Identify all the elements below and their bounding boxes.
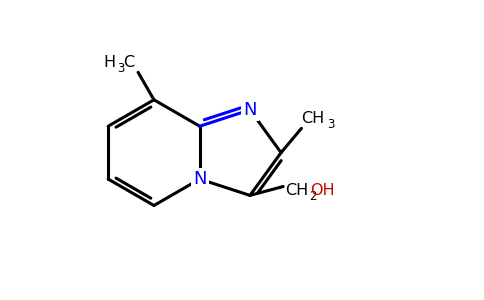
Text: 3: 3: [118, 61, 125, 75]
Text: CH: CH: [285, 183, 308, 198]
Text: OH: OH: [311, 183, 335, 198]
Text: N: N: [243, 101, 257, 119]
Text: 2: 2: [310, 190, 317, 202]
Text: 3: 3: [327, 118, 335, 130]
Text: H: H: [103, 55, 115, 70]
Text: C: C: [123, 55, 134, 70]
Text: N: N: [193, 170, 207, 188]
Text: CH: CH: [302, 111, 325, 126]
